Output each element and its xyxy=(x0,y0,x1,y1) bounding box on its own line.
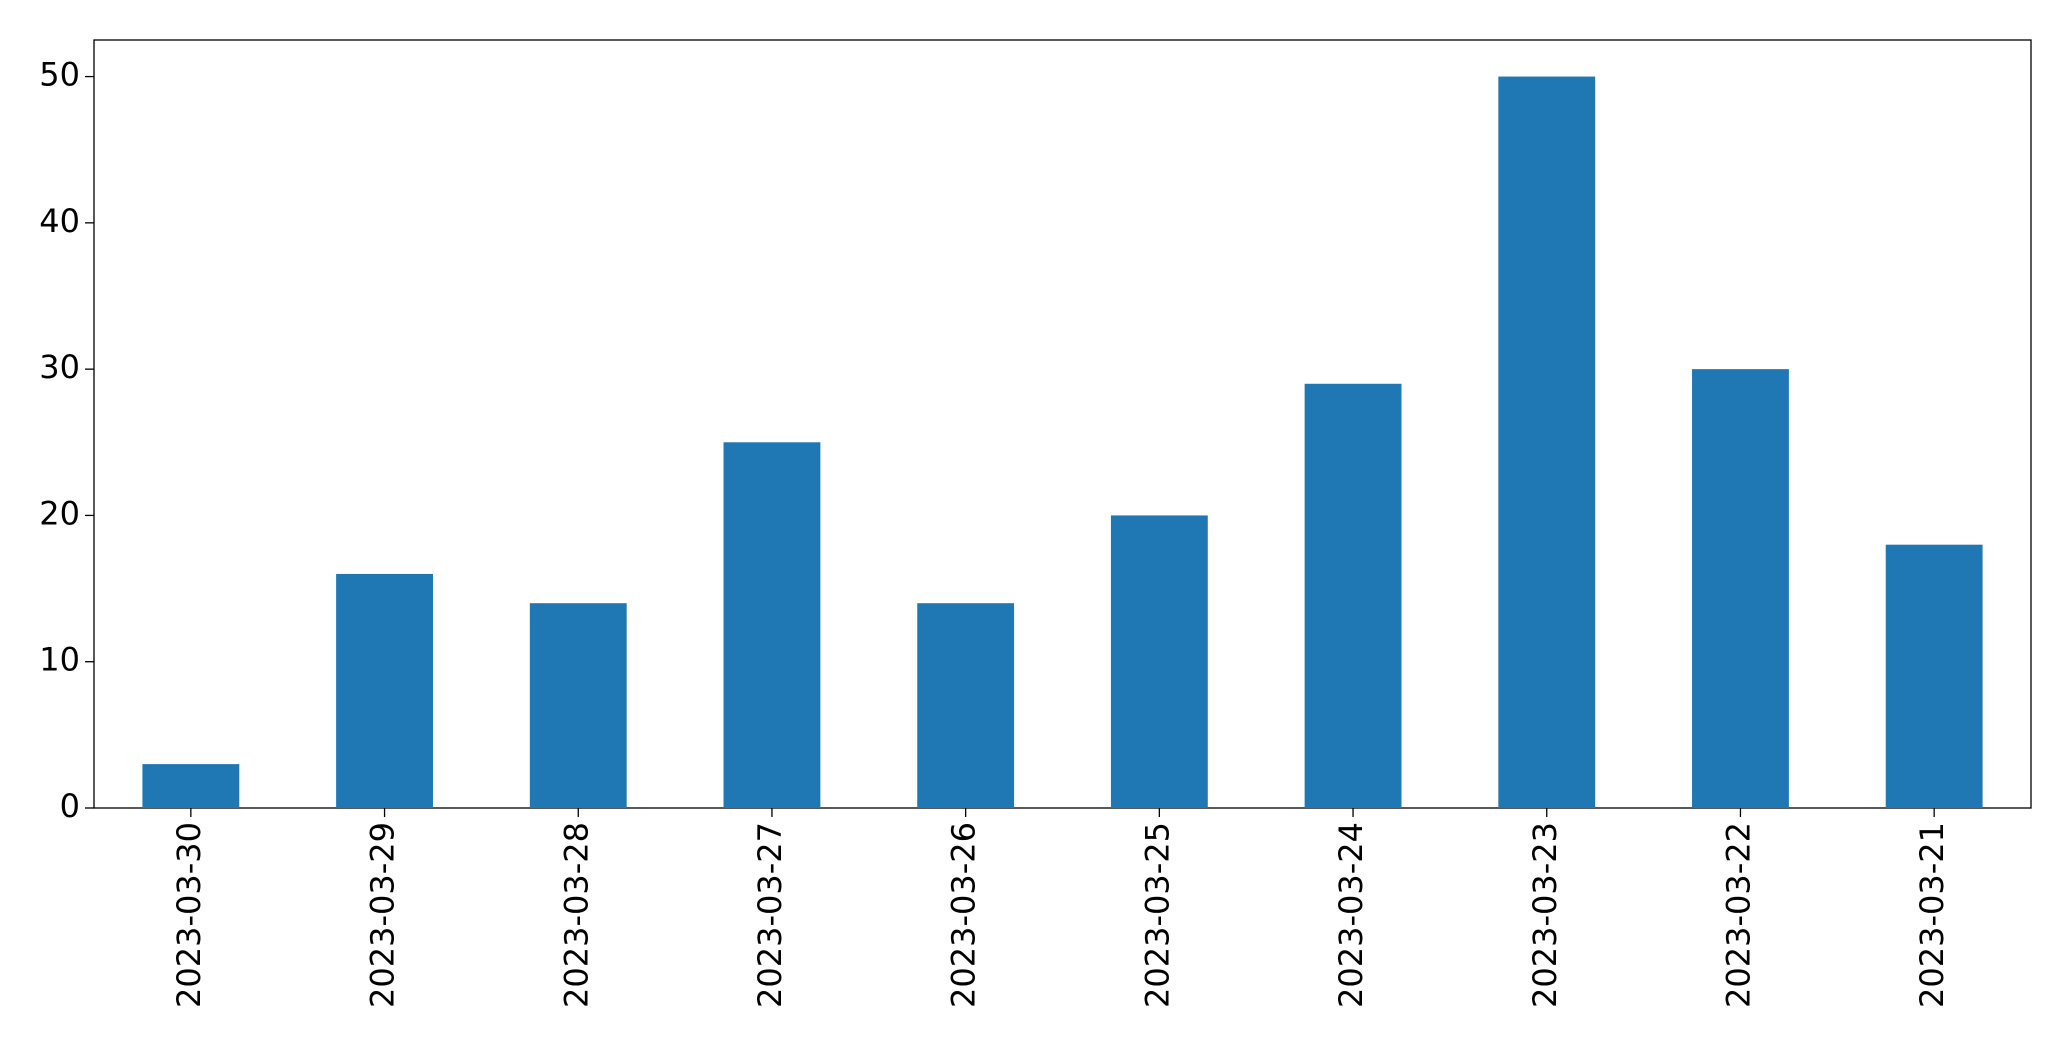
bar xyxy=(1304,383,1402,808)
bar xyxy=(1498,76,1596,809)
bar xyxy=(917,603,1015,808)
y-tick-label: 10 xyxy=(39,641,80,679)
x-tick-label: 2023-03-22 xyxy=(1719,822,1757,1008)
bar xyxy=(142,764,240,808)
x-tick-label: 2023-03-25 xyxy=(1138,822,1176,1008)
y-tick-label: 0 xyxy=(60,787,80,825)
bar xyxy=(529,603,627,808)
x-tick-label: 2023-03-26 xyxy=(945,822,983,1008)
x-tick-label: 2023-03-27 xyxy=(751,822,789,1008)
bar xyxy=(723,442,821,808)
bar xyxy=(336,573,433,808)
bar xyxy=(1692,369,1789,808)
y-tick-label: 20 xyxy=(39,494,80,532)
x-tick-label: 2023-03-28 xyxy=(557,822,595,1008)
x-tick-label: 2023-03-24 xyxy=(1332,822,1370,1008)
x-tick-label: 2023-03-23 xyxy=(1526,822,1564,1008)
bar xyxy=(1885,544,1983,808)
x-tick-label: 2023-03-30 xyxy=(170,822,208,1008)
y-tick-label: 50 xyxy=(39,56,80,94)
x-tick-label: 2023-03-21 xyxy=(1913,822,1951,1008)
axes-frame xyxy=(93,39,2032,809)
bar xyxy=(1110,515,1208,808)
y-tick-label: 40 xyxy=(39,202,80,240)
y-tick-label: 30 xyxy=(39,348,80,386)
x-tick-label: 2023-03-29 xyxy=(364,822,402,1008)
